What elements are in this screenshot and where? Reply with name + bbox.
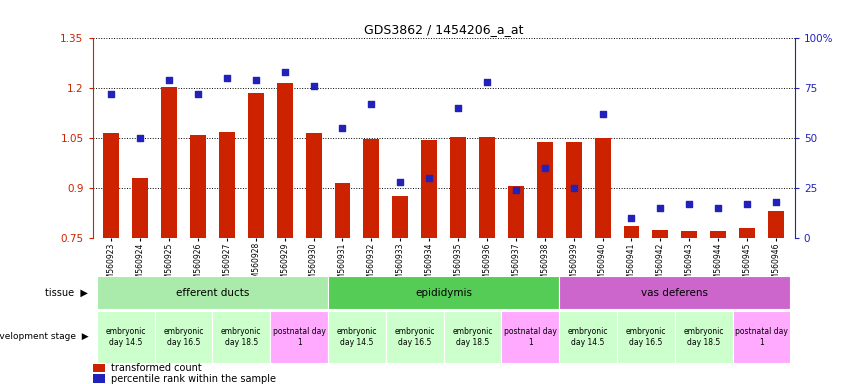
Text: embryonic
day 18.5: embryonic day 18.5 bbox=[221, 327, 262, 347]
Bar bbox=[93, 374, 105, 383]
Text: transformed count: transformed count bbox=[111, 363, 202, 373]
Bar bbox=[501, 311, 559, 363]
Bar bbox=[305, 133, 321, 238]
Bar bbox=[97, 276, 328, 309]
Bar bbox=[421, 140, 437, 238]
Bar bbox=[559, 311, 617, 363]
Bar bbox=[617, 311, 674, 363]
Point bbox=[394, 179, 407, 185]
Bar bbox=[653, 230, 669, 238]
Point bbox=[625, 215, 638, 221]
Text: embryonic
day 16.5: embryonic day 16.5 bbox=[394, 327, 435, 347]
Bar bbox=[739, 228, 755, 238]
Text: tissue  ▶: tissue ▶ bbox=[45, 288, 88, 298]
Bar bbox=[733, 311, 791, 363]
Point bbox=[653, 205, 667, 211]
Point bbox=[278, 69, 292, 75]
Text: embryonic
day 14.5: embryonic day 14.5 bbox=[568, 327, 608, 347]
Text: epididymis: epididymis bbox=[415, 288, 472, 298]
Point bbox=[422, 175, 436, 181]
Bar bbox=[335, 183, 351, 238]
Text: embryonic
day 18.5: embryonic day 18.5 bbox=[684, 327, 724, 347]
Point bbox=[509, 187, 522, 193]
Point bbox=[336, 125, 349, 131]
Bar bbox=[277, 83, 293, 238]
Bar bbox=[479, 137, 495, 238]
Bar bbox=[508, 187, 524, 238]
Bar bbox=[363, 139, 379, 238]
Bar bbox=[559, 276, 791, 309]
Text: embryonic
day 14.5: embryonic day 14.5 bbox=[105, 327, 146, 347]
Point bbox=[452, 105, 465, 111]
Bar bbox=[566, 142, 582, 238]
Text: percentile rank within the sample: percentile rank within the sample bbox=[111, 374, 276, 384]
Text: postnatal day
1: postnatal day 1 bbox=[735, 327, 788, 347]
Text: vas deferens: vas deferens bbox=[642, 288, 708, 298]
Bar bbox=[103, 133, 119, 238]
Point bbox=[711, 205, 725, 211]
Bar bbox=[93, 364, 105, 372]
Point bbox=[162, 77, 176, 83]
Bar bbox=[595, 138, 611, 238]
Point bbox=[770, 199, 783, 205]
Bar bbox=[219, 132, 235, 238]
Bar bbox=[161, 87, 177, 238]
Bar bbox=[674, 311, 733, 363]
Point bbox=[307, 83, 320, 89]
Point bbox=[567, 185, 580, 191]
Bar bbox=[270, 311, 328, 363]
Point bbox=[740, 201, 754, 207]
Text: postnatal day
1: postnatal day 1 bbox=[272, 327, 325, 347]
Text: efferent ducts: efferent ducts bbox=[176, 288, 249, 298]
Point bbox=[595, 111, 609, 118]
Point bbox=[249, 77, 262, 83]
Point bbox=[683, 201, 696, 207]
Bar bbox=[450, 137, 466, 238]
Bar bbox=[328, 276, 559, 309]
Point bbox=[191, 91, 204, 98]
Bar bbox=[710, 232, 726, 238]
Bar bbox=[386, 311, 444, 363]
Text: embryonic
day 14.5: embryonic day 14.5 bbox=[336, 327, 377, 347]
Bar bbox=[155, 311, 213, 363]
Text: embryonic
day 16.5: embryonic day 16.5 bbox=[626, 327, 666, 347]
Point bbox=[220, 75, 234, 81]
Bar bbox=[768, 212, 784, 238]
Bar bbox=[393, 197, 408, 238]
Title: GDS3862 / 1454206_a_at: GDS3862 / 1454206_a_at bbox=[364, 23, 523, 36]
Point bbox=[104, 91, 118, 98]
Bar bbox=[623, 227, 639, 238]
Bar bbox=[190, 135, 206, 238]
Bar bbox=[248, 93, 264, 238]
Text: development stage  ▶: development stage ▶ bbox=[0, 333, 88, 341]
Bar bbox=[97, 311, 155, 363]
Bar bbox=[132, 178, 148, 238]
Bar bbox=[681, 232, 697, 238]
Bar bbox=[537, 142, 553, 238]
Bar bbox=[328, 311, 386, 363]
Point bbox=[480, 79, 494, 85]
Bar bbox=[213, 311, 270, 363]
Text: embryonic
day 18.5: embryonic day 18.5 bbox=[452, 327, 493, 347]
Text: embryonic
day 16.5: embryonic day 16.5 bbox=[163, 327, 204, 347]
Point bbox=[134, 135, 147, 141]
Text: postnatal day
1: postnatal day 1 bbox=[504, 327, 557, 347]
Bar bbox=[444, 311, 501, 363]
Point bbox=[365, 101, 378, 108]
Point bbox=[538, 165, 552, 171]
